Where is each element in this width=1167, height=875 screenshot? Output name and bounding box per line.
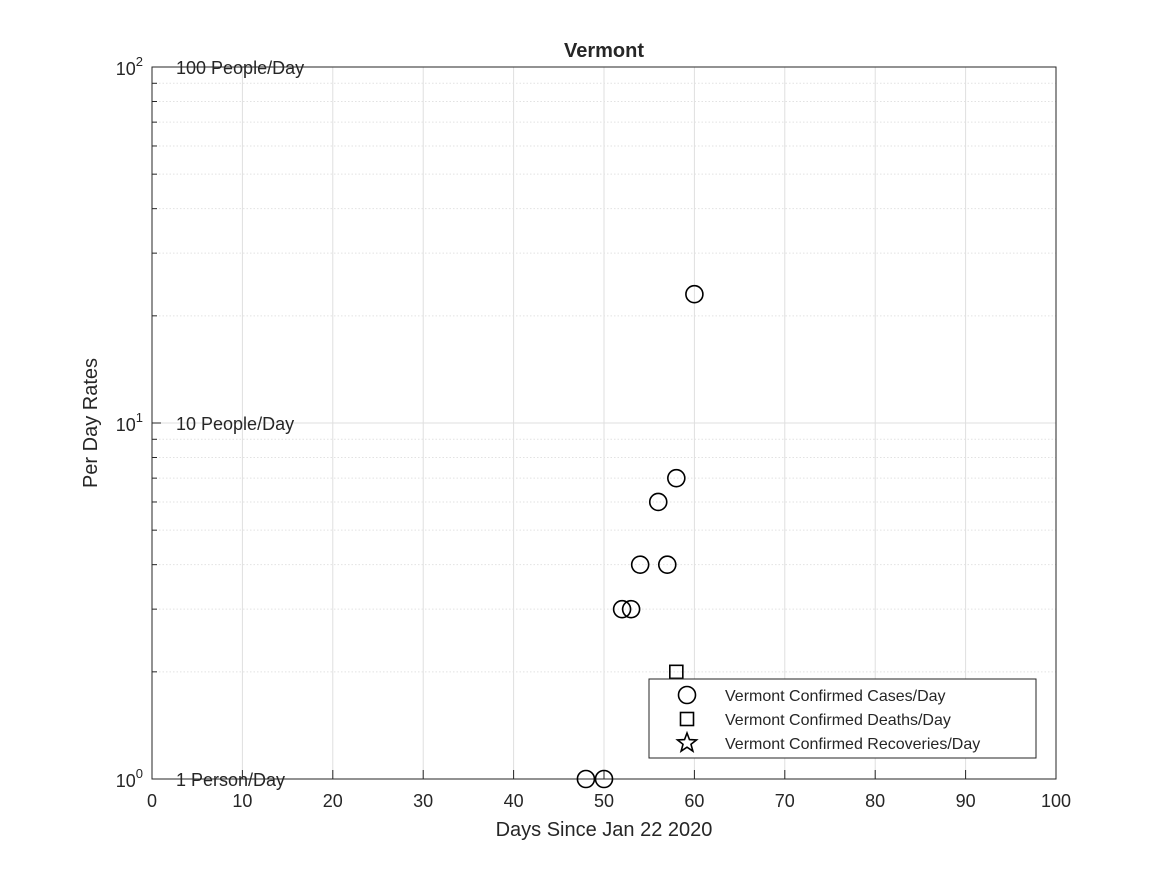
circle-data-point [685, 284, 704, 304]
x-tick-label: 70 [775, 791, 795, 811]
y-tick-labels: 100 101 102 [116, 54, 143, 791]
circle-data-point [657, 555, 677, 574]
square-data-point [669, 664, 684, 680]
legend-entry-label: Vermont Confirmed Deaths/Day [725, 712, 951, 729]
reference-labels: 100 People/Day 10 People/Day 1 Person/Day [176, 58, 304, 790]
circle-data-point [621, 599, 641, 619]
legend-square-marker [679, 711, 695, 727]
circle-data-point [594, 769, 614, 789]
legend-circle-marker [677, 685, 697, 705]
circle-data-point [667, 468, 686, 488]
y-tick-label: 101 [116, 410, 143, 435]
x-tick-label: 10 [232, 791, 252, 811]
reference-label: 10 People/Day [176, 414, 294, 434]
x-tick-labels: 0 10 20 30 40 50 60 70 80 90 100 [147, 791, 1071, 811]
x-tick-label: 100 [1041, 791, 1071, 811]
circle-data-point [612, 599, 632, 619]
reference-label: 100 People/Day [176, 58, 304, 78]
circle-data-point [648, 492, 668, 512]
x-tick-label: 40 [504, 791, 524, 811]
grid [152, 67, 1056, 779]
legend: Vermont Confirmed Cases/Day Vermont Confi… [648, 678, 1037, 759]
y-axis-label: Per Day Rates [80, 358, 102, 488]
legend-entry-label: Vermont Confirmed Recoveries/Day [725, 736, 980, 753]
x-tick-label: 50 [594, 791, 614, 811]
legend-box [648, 678, 1037, 759]
y-tick-label: 102 [116, 54, 143, 79]
x-tick-label: 0 [147, 791, 157, 811]
x-tick-label: 80 [865, 791, 885, 811]
chart-title: Vermont [564, 40, 644, 62]
ticks [151, 82, 1057, 779]
y-tick-label: 100 [116, 766, 143, 791]
x-tick-label: 60 [684, 791, 704, 811]
x-axis-label: Days Since Jan 22 2020 [496, 819, 713, 841]
circle-data-point [576, 769, 596, 789]
reference-label: 1 Person/Day [176, 770, 285, 790]
legend-star-marker [675, 730, 699, 753]
x-tick-label: 30 [413, 791, 433, 811]
x-tick-label: 90 [956, 791, 976, 811]
data-points [576, 284, 704, 789]
circle-data-point [630, 555, 650, 574]
legend-entry-label: Vermont Confirmed Cases/Day [725, 688, 946, 705]
x-tick-label: 20 [323, 791, 343, 811]
